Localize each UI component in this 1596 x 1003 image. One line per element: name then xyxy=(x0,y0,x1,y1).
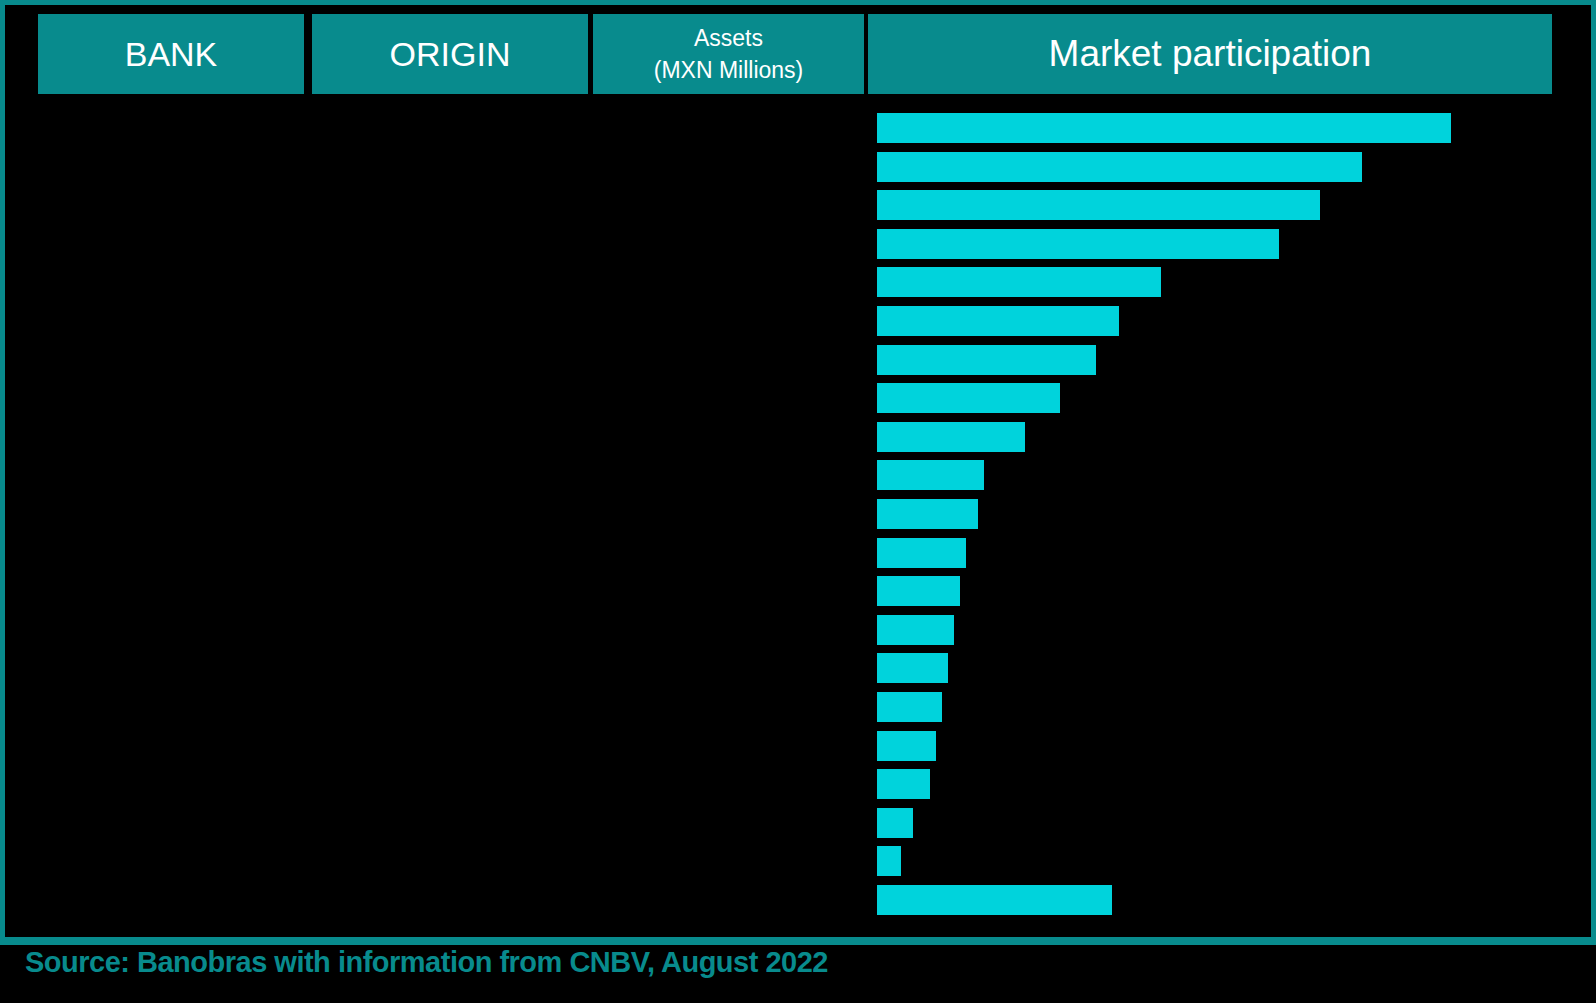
market-participation-bar xyxy=(877,885,1112,915)
market-participation-bar xyxy=(877,731,936,761)
market-participation-bar xyxy=(877,846,901,876)
source-caption: Source: Banobras with information from C… xyxy=(25,946,828,979)
market-participation-bar xyxy=(877,538,966,568)
market-participation-bar xyxy=(877,692,942,722)
market-participation-bar xyxy=(877,422,1025,452)
market-participation-bar xyxy=(877,383,1060,413)
market-participation-bar xyxy=(877,653,948,683)
market-participation-bar xyxy=(877,267,1161,297)
market-participation-bar xyxy=(877,808,913,838)
market-participation-bar xyxy=(877,615,954,645)
market-participation-bar xyxy=(877,769,930,799)
market-participation-bar xyxy=(877,190,1320,220)
market-participation-bar xyxy=(877,229,1279,259)
col-header-bank: BANK xyxy=(38,14,304,94)
col-header-assets: Assets (MXN Millions) xyxy=(593,14,864,94)
market-participation-bar xyxy=(877,306,1119,336)
col-header-origin: ORIGIN xyxy=(312,14,588,94)
assets-header-line2: (MXN Millions) xyxy=(654,54,804,86)
market-participation-bar xyxy=(877,113,1451,143)
market-participation-bar xyxy=(877,576,960,606)
market-participation-bar xyxy=(877,345,1096,375)
market-participation-bars xyxy=(877,113,1577,923)
market-participation-bar xyxy=(877,152,1362,182)
col-header-market-participation: Market participation xyxy=(868,14,1552,94)
market-participation-bar xyxy=(877,460,984,490)
bank-market-participation-figure: BANK ORIGIN Assets (MXN Millions) Market… xyxy=(0,0,1596,1003)
market-participation-bar xyxy=(877,499,978,529)
assets-header-line1: Assets xyxy=(694,22,763,54)
